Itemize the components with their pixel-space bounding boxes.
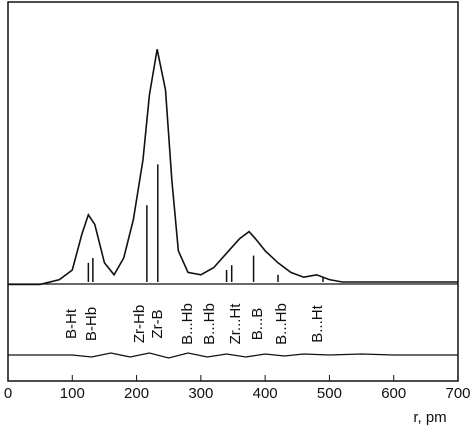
- bond-label: B...Hb: [179, 303, 196, 345]
- bond-label: B...Ht: [309, 304, 326, 342]
- x-tick-label: 600: [381, 385, 406, 402]
- x-tick-label: 500: [317, 385, 342, 402]
- x-tick-label: 0: [4, 385, 12, 402]
- x-axis-label: r, pm: [413, 409, 446, 426]
- x-tick-label: 100: [60, 385, 85, 402]
- bond-label: Zr...Ht: [227, 303, 244, 345]
- x-tick-label: 300: [188, 385, 213, 402]
- bond-label: Zr-Hb: [131, 305, 148, 343]
- x-tick-label: 200: [124, 385, 149, 402]
- bond-label: B-Hb: [83, 307, 100, 341]
- bond-label: B...Hb: [201, 303, 218, 345]
- bond-label: B-Ht: [63, 308, 80, 339]
- bond-label: Zr-B: [149, 309, 166, 338]
- bond-label: B...Hb: [273, 303, 290, 345]
- plot-frame: [7, 1, 459, 382]
- bond-label: B...B: [249, 308, 266, 341]
- residual-curve: [8, 352, 458, 359]
- data-curve: [8, 49, 458, 286]
- x-tick-label: 400: [253, 385, 278, 402]
- x-tick-label: 700: [445, 385, 470, 402]
